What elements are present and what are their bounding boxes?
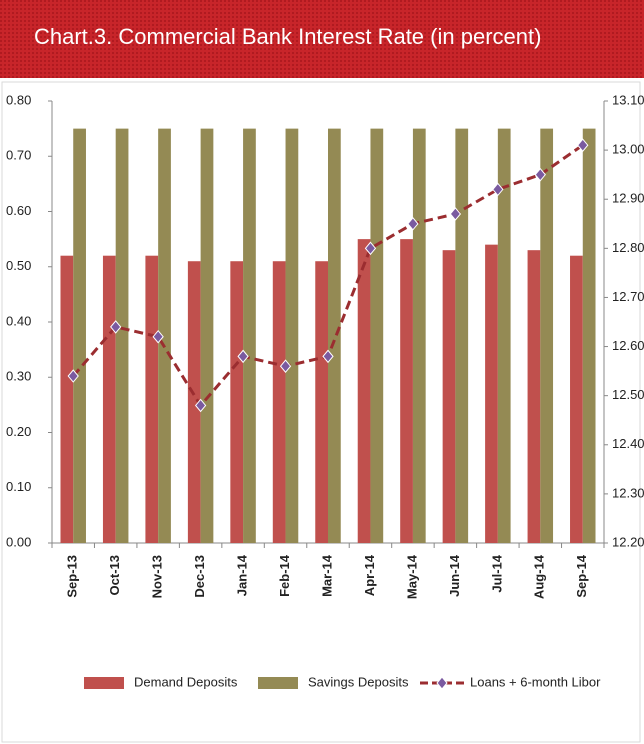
line-marker xyxy=(194,398,207,413)
y2-tick-label: 12.40 xyxy=(612,436,644,451)
bar xyxy=(158,128,171,543)
legend-marker xyxy=(436,676,448,690)
bar xyxy=(60,255,74,543)
bar xyxy=(527,250,541,544)
title-main: Chart.3. Commercial Bank Interest Rate xyxy=(34,24,424,49)
line-marker xyxy=(237,349,249,364)
y2-tick-label: 12.90 xyxy=(612,191,644,206)
bar xyxy=(315,261,328,543)
bar xyxy=(243,128,256,543)
title-bar xyxy=(0,0,644,78)
x-tick-label: Jun-14 xyxy=(447,554,462,597)
y-tick-label: 0.00 xyxy=(6,534,31,549)
legend-swatch xyxy=(84,677,124,689)
legend-label: Demand Deposits xyxy=(134,674,238,689)
y-tick-label: 0.80 xyxy=(6,92,31,107)
line-marker xyxy=(577,138,589,152)
bar xyxy=(582,128,596,543)
legend-swatch xyxy=(258,677,298,689)
line-marker xyxy=(364,241,377,256)
x-tick-label: Dec-13 xyxy=(192,555,207,598)
x-tick-label: Jul-14 xyxy=(489,554,504,592)
bar xyxy=(540,128,554,543)
x-tick-label: Oct-13 xyxy=(107,555,122,595)
x-tick-label: Aug-14 xyxy=(532,554,547,599)
legend-label: Loans + 6-month Libor xyxy=(470,674,601,689)
y-tick-label: 0.20 xyxy=(6,424,31,439)
y2-tick-label: 13.10 xyxy=(612,92,644,107)
bar xyxy=(497,128,511,543)
line-marker xyxy=(449,207,462,221)
line-marker xyxy=(492,182,504,197)
x-tick-label: Mar-14 xyxy=(319,554,334,597)
y-tick-label: 0.60 xyxy=(6,203,31,218)
bar xyxy=(230,261,244,543)
chart-title: Chart.3. Commercial Bank Interest Rate (… xyxy=(34,24,541,49)
y2-tick-label: 12.30 xyxy=(612,485,644,500)
line-marker xyxy=(152,329,164,344)
bar xyxy=(570,255,583,543)
chart-frame xyxy=(1,81,641,743)
line-marker xyxy=(67,369,79,383)
bar xyxy=(400,239,413,543)
x-tick-label: Apr-14 xyxy=(362,554,377,596)
bar xyxy=(357,239,371,543)
bar xyxy=(285,128,299,543)
y2-tick-label: 12.20 xyxy=(612,534,644,549)
y-tick-label: 0.10 xyxy=(6,479,31,494)
legend-label: Savings Deposits xyxy=(308,674,409,689)
bar xyxy=(187,261,201,543)
x-tick-label: Nov-13 xyxy=(150,555,165,598)
bar xyxy=(412,128,426,543)
y-tick-label: 0.50 xyxy=(6,258,31,273)
y2-tick-label: 12.80 xyxy=(612,240,644,255)
bar xyxy=(485,244,498,543)
x-tick-label: Feb-14 xyxy=(277,554,292,597)
title-note: (in percent) xyxy=(430,24,541,49)
x-tick-label: Sep-13 xyxy=(65,555,80,598)
line-marker xyxy=(407,216,419,231)
line-marker xyxy=(534,167,546,182)
x-tick-label: Sep-14 xyxy=(574,554,589,597)
y-tick-label: 0.40 xyxy=(6,313,31,328)
x-tick-label: May-14 xyxy=(404,554,419,599)
bar xyxy=(455,128,469,543)
line-marker xyxy=(279,359,292,373)
bar xyxy=(328,128,341,543)
bar xyxy=(145,255,159,543)
bar xyxy=(73,128,86,543)
bar xyxy=(200,128,214,543)
y2-tick-label: 12.50 xyxy=(612,387,644,402)
line-marker xyxy=(110,320,122,334)
bar xyxy=(370,128,384,543)
y2-tick-label: 12.70 xyxy=(612,289,644,304)
bar xyxy=(115,128,129,543)
y2-tick-label: 12.60 xyxy=(612,338,644,353)
x-tick-label: Jan-14 xyxy=(235,554,250,596)
y2-tick-label: 13.00 xyxy=(612,142,644,157)
line-marker xyxy=(322,349,334,364)
bar xyxy=(102,255,116,543)
bar xyxy=(442,250,456,544)
y-tick-label: 0.30 xyxy=(6,369,31,384)
y-tick-label: 0.70 xyxy=(6,148,31,163)
bar xyxy=(272,261,286,543)
